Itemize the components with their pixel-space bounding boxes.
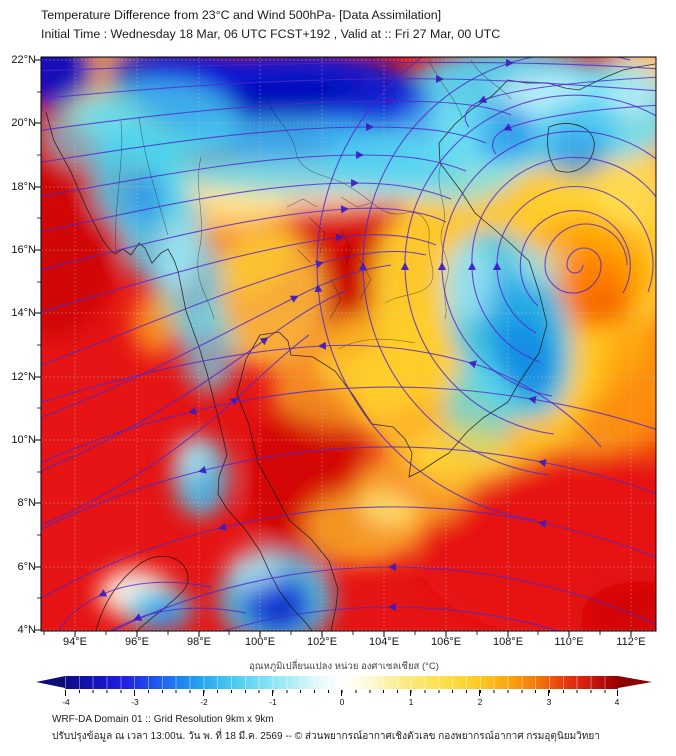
- lat-label: 8°N: [17, 497, 36, 509]
- lat-label: 22°N: [11, 54, 36, 66]
- map-subtitle: Initial Time : Wednesday 18 Mar, 06 UTC …: [41, 27, 501, 41]
- lon-label: 104°E: [368, 636, 400, 648]
- lon-label: 100°E: [244, 636, 276, 648]
- colorbar-tick: [617, 690, 618, 696]
- colorbar-tick-label: -3: [131, 697, 139, 707]
- colorbar-tick: [548, 690, 549, 696]
- lon-label: 108°E: [492, 636, 524, 648]
- colorbar-tick-label: 4: [614, 697, 620, 707]
- footer-update-info: ปรับปรุงข้อมูล ณ เวลา 13:00น. วัน พ. ที่…: [52, 731, 600, 742]
- colorbar-underflow-arrow: [36, 676, 65, 688]
- colorbar-tick: [203, 690, 204, 696]
- colorbar-tick: [479, 690, 480, 696]
- colorbar-tick-label: -4: [62, 697, 70, 707]
- colorbar-tick: [134, 690, 135, 696]
- lon-label: 106°E: [430, 636, 462, 648]
- map-canvas: [35, 56, 657, 637]
- lat-label: 14°N: [11, 307, 36, 319]
- map-title: Temperature Difference from 23°C and Win…: [41, 8, 442, 22]
- colorbar-tick: [410, 690, 411, 696]
- lat-label: 6°N: [17, 561, 36, 573]
- lat-label: 4°N: [17, 624, 36, 636]
- colorbar-tick-label: 3: [546, 697, 552, 707]
- map-border-and-ticks: [35, 56, 657, 637]
- colorbar: [36, 676, 652, 689]
- lon-label: 102°E: [306, 636, 338, 648]
- lat-label: 20°N: [11, 117, 36, 129]
- lat-label: 10°N: [11, 434, 36, 446]
- lon-label: 112°E: [616, 636, 646, 648]
- footer-domain-info: WRF-DA Domain 01 :: Grid Resolution 9km …: [52, 714, 274, 725]
- colorbar-tick-label: 2: [477, 697, 483, 707]
- lon-label: 96°E: [125, 636, 149, 648]
- colorbar-gradient: [65, 676, 618, 689]
- colorbar-tick-label: 0: [339, 697, 345, 707]
- colorbar-tick-label: 1: [408, 697, 414, 707]
- colorbar-label: อุณหภูมิเปลี่ยนแปลง หน่วย องศาเซลเซียส (…: [249, 661, 439, 672]
- lat-label: 12°N: [11, 371, 36, 383]
- lon-label: 110°E: [554, 636, 584, 648]
- lon-label: 94°E: [63, 636, 87, 648]
- colorbar-tick: [272, 690, 273, 696]
- lat-label: 18°N: [11, 181, 36, 193]
- wind-streamlines: [41, 57, 656, 631]
- colorbar-overflow-arrow: [618, 676, 652, 688]
- lon-label: 98°E: [187, 636, 211, 648]
- colorbar-tick-label: -2: [200, 697, 208, 707]
- colorbar-tick: [341, 690, 342, 696]
- colorbar-tick-label: -1: [269, 697, 277, 707]
- lat-label: 16°N: [11, 244, 36, 256]
- colorbar-tick: [65, 690, 66, 696]
